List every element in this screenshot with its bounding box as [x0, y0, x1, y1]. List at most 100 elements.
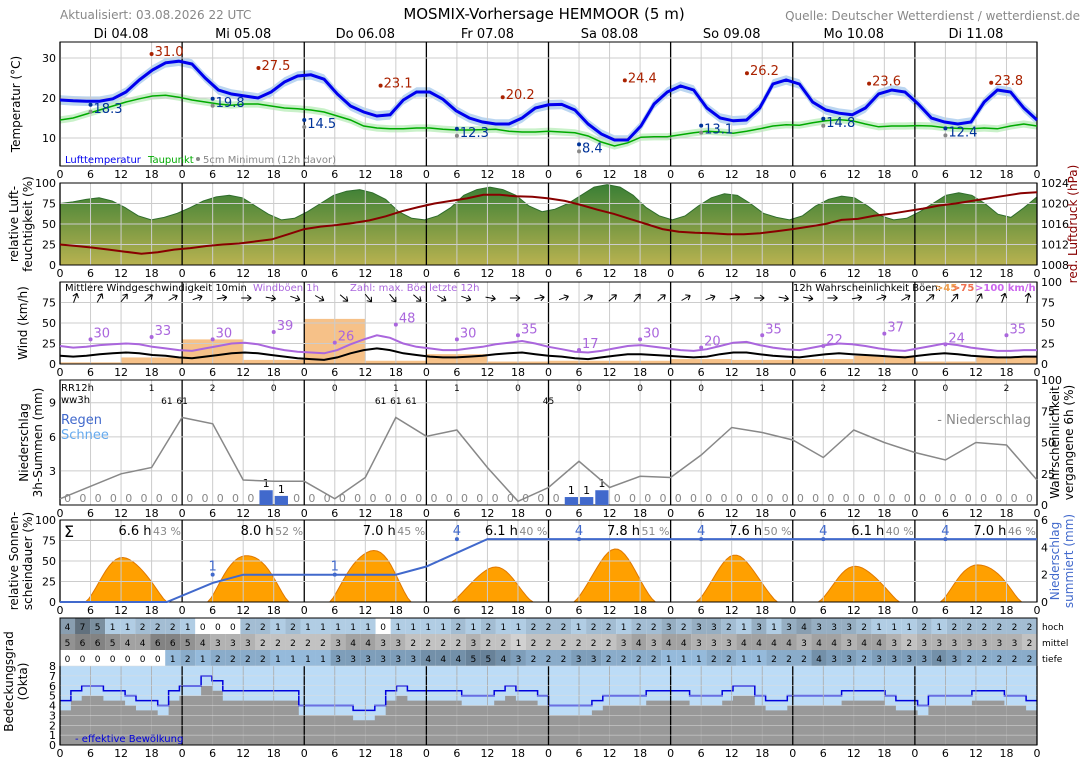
cloud-cell-value: 3: [245, 639, 251, 649]
cloud-cell: [721, 650, 737, 666]
x-tick-label: 6: [820, 507, 827, 520]
precip-zero-label: 0: [904, 492, 911, 505]
gust-line: [59, 334, 1037, 355]
x-tick-label: 0: [423, 507, 430, 520]
cloud-cell-value: 2: [771, 655, 777, 665]
wind-direction-arrow: [876, 294, 887, 301]
cloud-cell-value: 3: [711, 639, 717, 649]
tmin-label: 14.8: [826, 116, 855, 131]
cloud-cell: [240, 634, 256, 650]
cloud-cell-value: 2: [546, 623, 552, 633]
wind-direction-arrow: [633, 293, 641, 303]
cloud-cell-value: 2: [260, 639, 266, 649]
cloud-cell-value: 4: [771, 639, 777, 649]
cloud-cell: [1021, 618, 1037, 634]
x-tick-label: 0: [911, 747, 918, 760]
min5-marker: [88, 109, 93, 114]
cloud-cell-value: 3: [966, 639, 972, 649]
cloud-cell-value: 1: [666, 655, 672, 665]
x-tick-label: 18: [755, 604, 769, 617]
precip-zero-label: 0: [614, 492, 621, 505]
cloud-cell-value: 4: [455, 655, 461, 665]
max-gust-marker: [332, 340, 337, 345]
wind-direction-arrow: [265, 294, 276, 302]
x-tick-label: 12: [480, 507, 494, 520]
cloud-cell: [931, 618, 947, 634]
max-gust-marker: [454, 337, 459, 342]
x-tick-label: 12: [725, 366, 739, 379]
min5-marker: [454, 133, 459, 138]
x-tick-label: 18: [633, 604, 647, 617]
cloud-cell: [1006, 634, 1022, 650]
cloud-cell-value: 3: [982, 639, 988, 649]
x-tick-label: 18: [511, 267, 525, 280]
cloud-cell-value: 2: [305, 639, 311, 649]
x-tick-label: 6: [820, 366, 827, 379]
cloud-cell: [856, 650, 872, 666]
x-tick-label: 18: [755, 507, 769, 520]
y-tick-label: 50: [42, 317, 56, 330]
precip-zero-label: 0: [705, 492, 712, 505]
cloud-cell: [480, 650, 496, 666]
cloud-cell-value: 1: [771, 623, 777, 633]
sunshine-percent: 51 %: [642, 525, 670, 538]
cloud-cell-value: 1: [936, 623, 942, 633]
cloud-cell-value: 2: [260, 623, 266, 633]
cloud-cell-value: 2: [260, 655, 266, 665]
cloud-cell-value: 0: [215, 623, 221, 633]
rr12-value: 0: [698, 384, 704, 394]
precip-zero-label: 0: [553, 492, 560, 505]
cloud-cell-value: 0: [125, 655, 131, 665]
cloud-cell-value: 1: [275, 655, 281, 665]
cloud-cell: [450, 618, 466, 634]
precip-zero-label: 0: [110, 492, 117, 505]
precip-zero-label: 0: [675, 492, 682, 505]
cumulative-label: 4: [575, 524, 583, 539]
cloud-cell-value: 4: [801, 623, 807, 633]
cloud-cell: [300, 650, 316, 666]
x-tick-label: 6: [698, 267, 705, 280]
wind-direction-arrow: [778, 294, 789, 302]
cloud-cell-value: 3: [831, 623, 837, 633]
x-tick-label: 18: [267, 366, 281, 379]
cloud-cell: [360, 634, 376, 650]
wind-direction-arrow: [657, 294, 666, 302]
cloud-cell-value: 2: [966, 623, 972, 633]
cloud-cell: [601, 618, 617, 634]
cloud-cell: [796, 634, 812, 650]
cloud-cell: [435, 634, 451, 650]
x-tick-label: 6: [820, 168, 827, 181]
cloud-cell: [195, 650, 211, 666]
max-gust-label: 24: [948, 331, 965, 346]
precip-probability-line: [59, 416, 1038, 503]
x-tick-label: 12: [603, 747, 617, 760]
x-tick-label: 12: [847, 507, 861, 520]
cloud-cell-value: 1: [696, 655, 702, 665]
cloud-cell: [646, 634, 662, 650]
x-tick-label: 0: [789, 168, 796, 181]
rr12-value: 0: [943, 384, 949, 394]
x-tick-label: 12: [114, 747, 128, 760]
cloud-cell: [210, 650, 226, 666]
cloud-cell-value: 2: [591, 639, 597, 649]
tmax-label: 24.4: [628, 71, 657, 86]
cloud-cell: [646, 650, 662, 666]
cloud-cell-value: 3: [591, 655, 597, 665]
cloud-cell-value: 1: [470, 623, 476, 633]
precip-bar-label: 1: [598, 477, 605, 490]
cloud-cell-value: 3: [395, 639, 401, 649]
cloud-cell-value: 3: [335, 655, 341, 665]
cloud-cell-value: 3: [891, 639, 897, 649]
y-tick-label: 75: [42, 297, 56, 310]
cloud-cell: [165, 634, 181, 650]
legend-dew: Taupunkt: [147, 155, 194, 166]
y2-tick-label: 1012: [1041, 239, 1069, 252]
cloud-cell: [871, 618, 887, 634]
tmin-label: 13.1: [704, 123, 733, 138]
page-title: MOSMIX-Vorhersage HEMMOOR (5 m): [403, 5, 685, 23]
rr12-value: 0: [271, 384, 277, 394]
x-tick-label: 18: [389, 168, 403, 181]
ww3-value: 61: [390, 397, 401, 407]
cloud-cell: [510, 650, 526, 666]
